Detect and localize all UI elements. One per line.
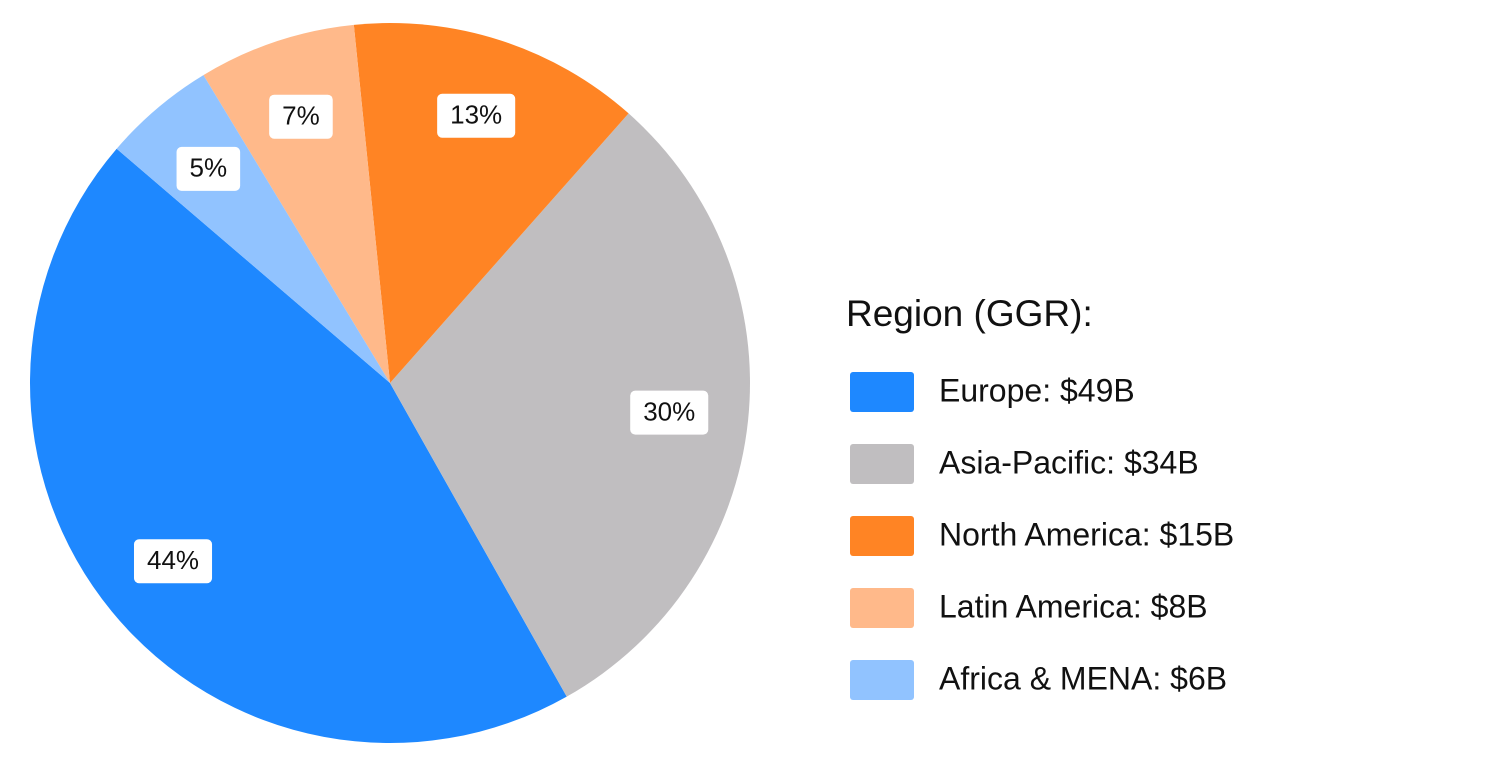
legend-label: Latin America: $8B — [939, 588, 1208, 624]
legend-label: Europe: $49B — [939, 372, 1135, 408]
pie-slice — [353, 23, 629, 384]
pie-slice — [390, 113, 751, 697]
legend-swatch — [850, 516, 914, 556]
slice-label-box — [630, 390, 709, 435]
slice-label-box — [133, 539, 213, 584]
slice-label: 30% — [643, 396, 695, 426]
legend-title: Region (GGR): — [846, 293, 1093, 334]
slice-label-box — [269, 94, 333, 139]
legend-label: Africa & MENA: $6B — [939, 660, 1227, 696]
pie-slice — [203, 24, 390, 384]
slice-label: 44% — [147, 545, 199, 575]
slice-labels: 44% 30% 13% 7% 5% — [133, 93, 709, 584]
legend: Europe: $49B Asia-Pacific: $34B North Amer… — [850, 372, 1234, 700]
pie-slice — [30, 148, 567, 743]
slice-label-box — [437, 93, 516, 138]
legend-label: North America: $15B — [939, 516, 1234, 552]
legend-swatch — [850, 660, 914, 700]
legend-swatch — [850, 588, 914, 628]
legend-swatch — [850, 372, 914, 412]
slice-label: 13% — [450, 100, 502, 130]
slice-label: 5% — [190, 153, 228, 183]
legend-swatch — [850, 444, 914, 484]
slice-label-box — [176, 146, 241, 191]
slice-label: 7% — [282, 101, 320, 131]
pie — [30, 23, 751, 743]
legend-label: Asia-Pacific: $34B — [939, 444, 1199, 480]
